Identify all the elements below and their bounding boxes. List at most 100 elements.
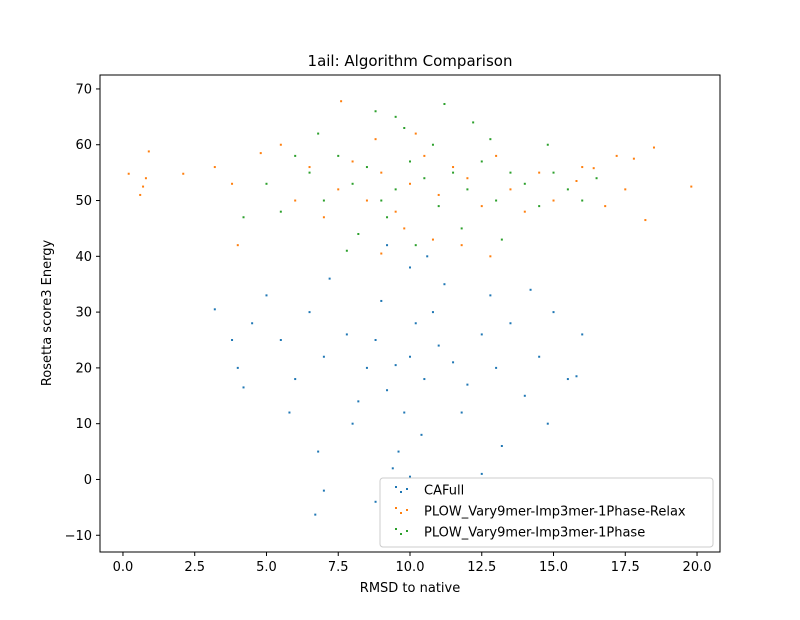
- legend-marker: [395, 507, 397, 509]
- y-tick-label: 40: [75, 250, 92, 265]
- data-point: [615, 154, 618, 157]
- data-point: [466, 383, 469, 386]
- legend-marker: [395, 486, 397, 488]
- data-point: [552, 311, 555, 314]
- data-point: [495, 366, 498, 369]
- legend-marker: [406, 509, 408, 511]
- data-point: [279, 210, 282, 213]
- x-tick-label: 20.0: [683, 560, 712, 575]
- data-point: [328, 277, 331, 280]
- data-point: [529, 288, 532, 291]
- legend-label: PLOW_Vary9mer-Imp3mer-1Phase: [424, 526, 645, 541]
- data-point: [489, 294, 492, 297]
- x-axis-label: RMSD to native: [360, 581, 460, 596]
- x-tick-label: 5.0: [256, 560, 277, 575]
- data-point: [294, 154, 297, 157]
- data-point: [394, 364, 397, 367]
- data-point: [317, 450, 320, 453]
- data-point: [322, 489, 325, 492]
- data-point: [409, 266, 411, 269]
- y-tick-label: 50: [75, 194, 92, 209]
- x-axis: 0.0 2.5 5.0 7.5 10.0 12.5 15.0 17.5 20.0: [113, 552, 712, 575]
- data-point: [431, 143, 434, 146]
- data-point: [414, 322, 417, 325]
- data-point: [259, 152, 262, 155]
- data-point: [380, 252, 383, 255]
- data-point: [391, 467, 394, 470]
- data-point: [308, 171, 311, 174]
- data-point: [523, 210, 526, 213]
- data-point: [426, 255, 429, 258]
- data-point: [394, 188, 397, 191]
- data-point: [317, 132, 320, 135]
- data-point: [127, 172, 130, 175]
- legend-marker: [400, 533, 402, 535]
- data-point: [322, 216, 325, 219]
- data-point: [538, 171, 541, 174]
- data-point: [279, 339, 282, 341]
- data-point: [489, 138, 492, 141]
- data-point: [523, 394, 526, 397]
- data-point: [500, 445, 503, 447]
- data-point: [351, 160, 354, 163]
- legend-box: [379, 477, 714, 548]
- data-point: [265, 182, 268, 185]
- data-point: [452, 166, 455, 169]
- y-tick-label: 60: [75, 138, 92, 153]
- data-point: [340, 100, 343, 103]
- data-point: [365, 366, 368, 369]
- data-point: [581, 333, 584, 336]
- y-axis-label: Rosetta score3 Energy: [40, 240, 55, 387]
- data-point: [251, 322, 254, 325]
- legend-item: PLOW_Vary9mer-Imp3mer-1Phase-Relax: [395, 505, 686, 520]
- data-point: [480, 205, 483, 208]
- data-point: [443, 103, 446, 106]
- data-point: [500, 238, 503, 241]
- data-point: [489, 255, 492, 258]
- data-point: [394, 210, 397, 213]
- y-tick-label: −10: [65, 529, 92, 544]
- data-point: [386, 216, 389, 219]
- data-point: [409, 160, 411, 163]
- y-tick-label: 70: [75, 82, 92, 97]
- data-point: [345, 333, 348, 336]
- data-point: [394, 115, 397, 118]
- data-point: [431, 311, 434, 314]
- legend-label: CAFull: [424, 484, 464, 499]
- legend-item: PLOW_Vary9mer-Imp3mer-1Phase: [395, 526, 645, 541]
- data-point: [460, 227, 463, 230]
- data-point: [509, 322, 512, 325]
- legend-marker: [406, 530, 408, 532]
- data-point: [480, 333, 483, 336]
- data-point: [322, 355, 325, 358]
- data-point: [288, 411, 291, 414]
- data-point: [374, 110, 377, 113]
- data-point: [509, 171, 512, 174]
- data-point: [213, 166, 216, 169]
- data-point: [374, 339, 377, 341]
- data-point: [380, 199, 383, 202]
- data-point: [337, 188, 340, 191]
- data-point: [414, 244, 417, 247]
- data-point: [566, 188, 569, 191]
- data-point: [308, 311, 311, 314]
- data-point: [423, 378, 426, 381]
- data-point: [581, 166, 584, 169]
- data-point: [575, 375, 578, 378]
- data-point: [460, 244, 463, 247]
- x-tick-label: 7.5: [328, 560, 349, 575]
- x-tick-label: 17.5: [611, 560, 640, 575]
- data-point: [365, 199, 368, 202]
- data-point: [322, 199, 325, 202]
- data-point: [242, 216, 245, 219]
- data-point: [357, 400, 360, 403]
- data-point: [423, 154, 426, 157]
- data-point: [437, 344, 440, 347]
- data-point: [294, 199, 297, 202]
- data-point: [380, 299, 383, 302]
- data-point: [452, 361, 455, 364]
- data-point: [632, 157, 635, 160]
- data-point: [538, 205, 541, 208]
- data-point: [345, 249, 348, 252]
